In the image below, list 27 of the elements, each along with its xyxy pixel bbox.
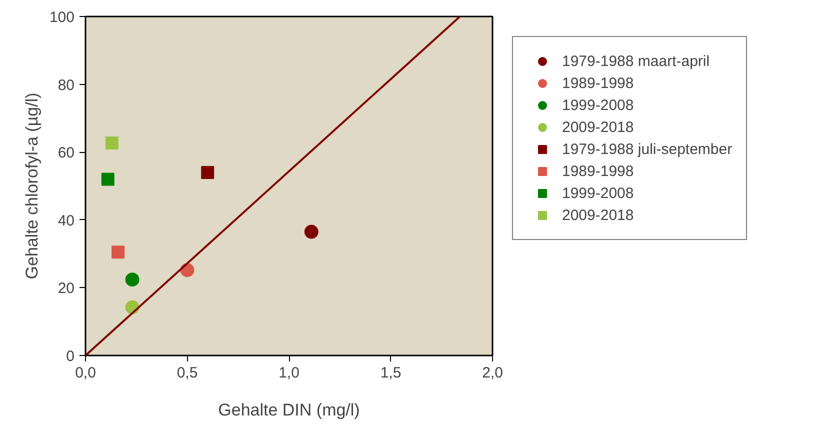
y-tick-label: 100 bbox=[49, 9, 75, 26]
legend-label: 1979-1988 juli-september bbox=[562, 140, 732, 158]
x-tick-label: 1,5 bbox=[380, 364, 402, 382]
legend-label: 2009-2018 bbox=[562, 206, 634, 224]
legend-label: 1989-1998 bbox=[562, 162, 634, 180]
point bbox=[105, 136, 118, 150]
point bbox=[201, 166, 214, 179]
point bbox=[112, 246, 125, 259]
x-tick-label: 0,5 bbox=[176, 364, 198, 382]
legend-label: 1999-2008 bbox=[562, 184, 634, 202]
y-tick-label: 80 bbox=[58, 76, 75, 94]
x-axis-title: Gehalte DIN (mg/l) bbox=[218, 400, 360, 420]
y-tick-label: 60 bbox=[58, 144, 75, 162]
y-tick-label: 0 bbox=[66, 348, 74, 365]
x-tick-label: 0,0 bbox=[75, 364, 96, 382]
y-tick-label: 20 bbox=[58, 280, 75, 298]
y-tick-label: 40 bbox=[58, 212, 75, 230]
x-tick-label: 1,0 bbox=[278, 364, 300, 382]
point bbox=[304, 224, 318, 239]
x-tick-label: 2,0 bbox=[482, 364, 503, 382]
legend-label: 1979-1988 maart-april bbox=[562, 52, 710, 70]
y-axis-title: Gehalte chlorofyl-a (µg/l) bbox=[22, 92, 42, 280]
legend-label: 1999-2008 bbox=[562, 96, 634, 114]
point bbox=[125, 272, 140, 287]
legend-label: 2009-2018 bbox=[562, 118, 634, 136]
legend-label: 1989-1998 bbox=[562, 74, 634, 92]
point bbox=[101, 172, 114, 186]
